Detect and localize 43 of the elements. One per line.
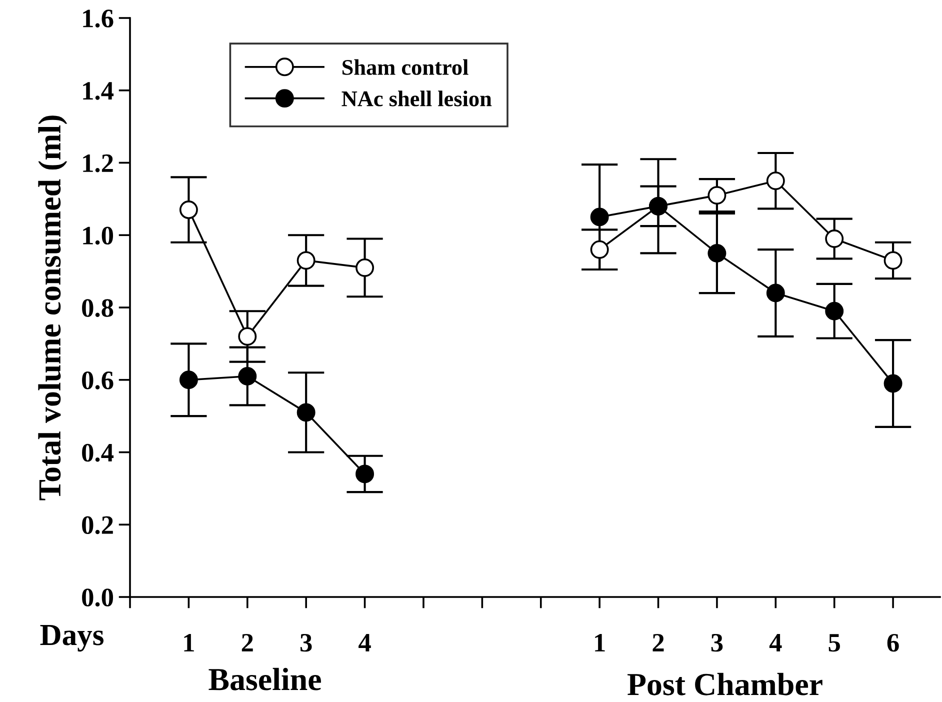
y-tick-label: 1.6 (83, 10, 114, 28)
point (296, 403, 316, 422)
x-tick-label: 2 (242, 634, 253, 652)
y-tick-label: 0.2 (82, 516, 113, 534)
point (590, 208, 609, 226)
x-tick-label: 3 (711, 634, 723, 652)
x-tick-label: 5 (828, 634, 840, 652)
y-tick-label: 0.6 (82, 371, 114, 390)
y-tick-label: 1.0 (83, 226, 114, 245)
point (238, 327, 257, 346)
point (179, 370, 198, 390)
y-tick-label: 0.4 (82, 444, 114, 462)
point (708, 186, 726, 205)
y-tick-label: 1.2 (83, 154, 113, 172)
x-tick-label: 1 (184, 634, 194, 652)
text: Baseline (208, 668, 321, 690)
y-tick-label: 0.0 (82, 588, 114, 607)
point (766, 284, 785, 302)
point (766, 172, 785, 190)
y-axis-title: Total volume consumed (ml) (38, 116, 68, 500)
legend-label: Sham control (342, 59, 468, 75)
point (884, 251, 902, 270)
point (708, 244, 726, 262)
point (590, 240, 609, 259)
x-tick-label: 4 (358, 634, 371, 652)
point (825, 230, 844, 248)
text: Days (40, 624, 104, 652)
y-tick-label: 1.4 (83, 82, 114, 100)
point (179, 200, 198, 220)
x-tick-label: 2 (652, 634, 664, 652)
point (825, 302, 844, 320)
x-tick-label: 3 (300, 634, 312, 652)
y-tick-label: 0.8 (82, 299, 114, 318)
legend-label: NAc shell lesion (342, 90, 492, 106)
point (356, 258, 374, 277)
x-tick-label: 6 (887, 634, 899, 652)
point (884, 374, 902, 393)
point (296, 251, 316, 270)
x-tick-label: 4 (769, 634, 782, 652)
text: Post Chamber (628, 672, 822, 696)
x-tick-label: 1 (595, 634, 605, 652)
point (238, 367, 257, 386)
point (356, 464, 374, 484)
